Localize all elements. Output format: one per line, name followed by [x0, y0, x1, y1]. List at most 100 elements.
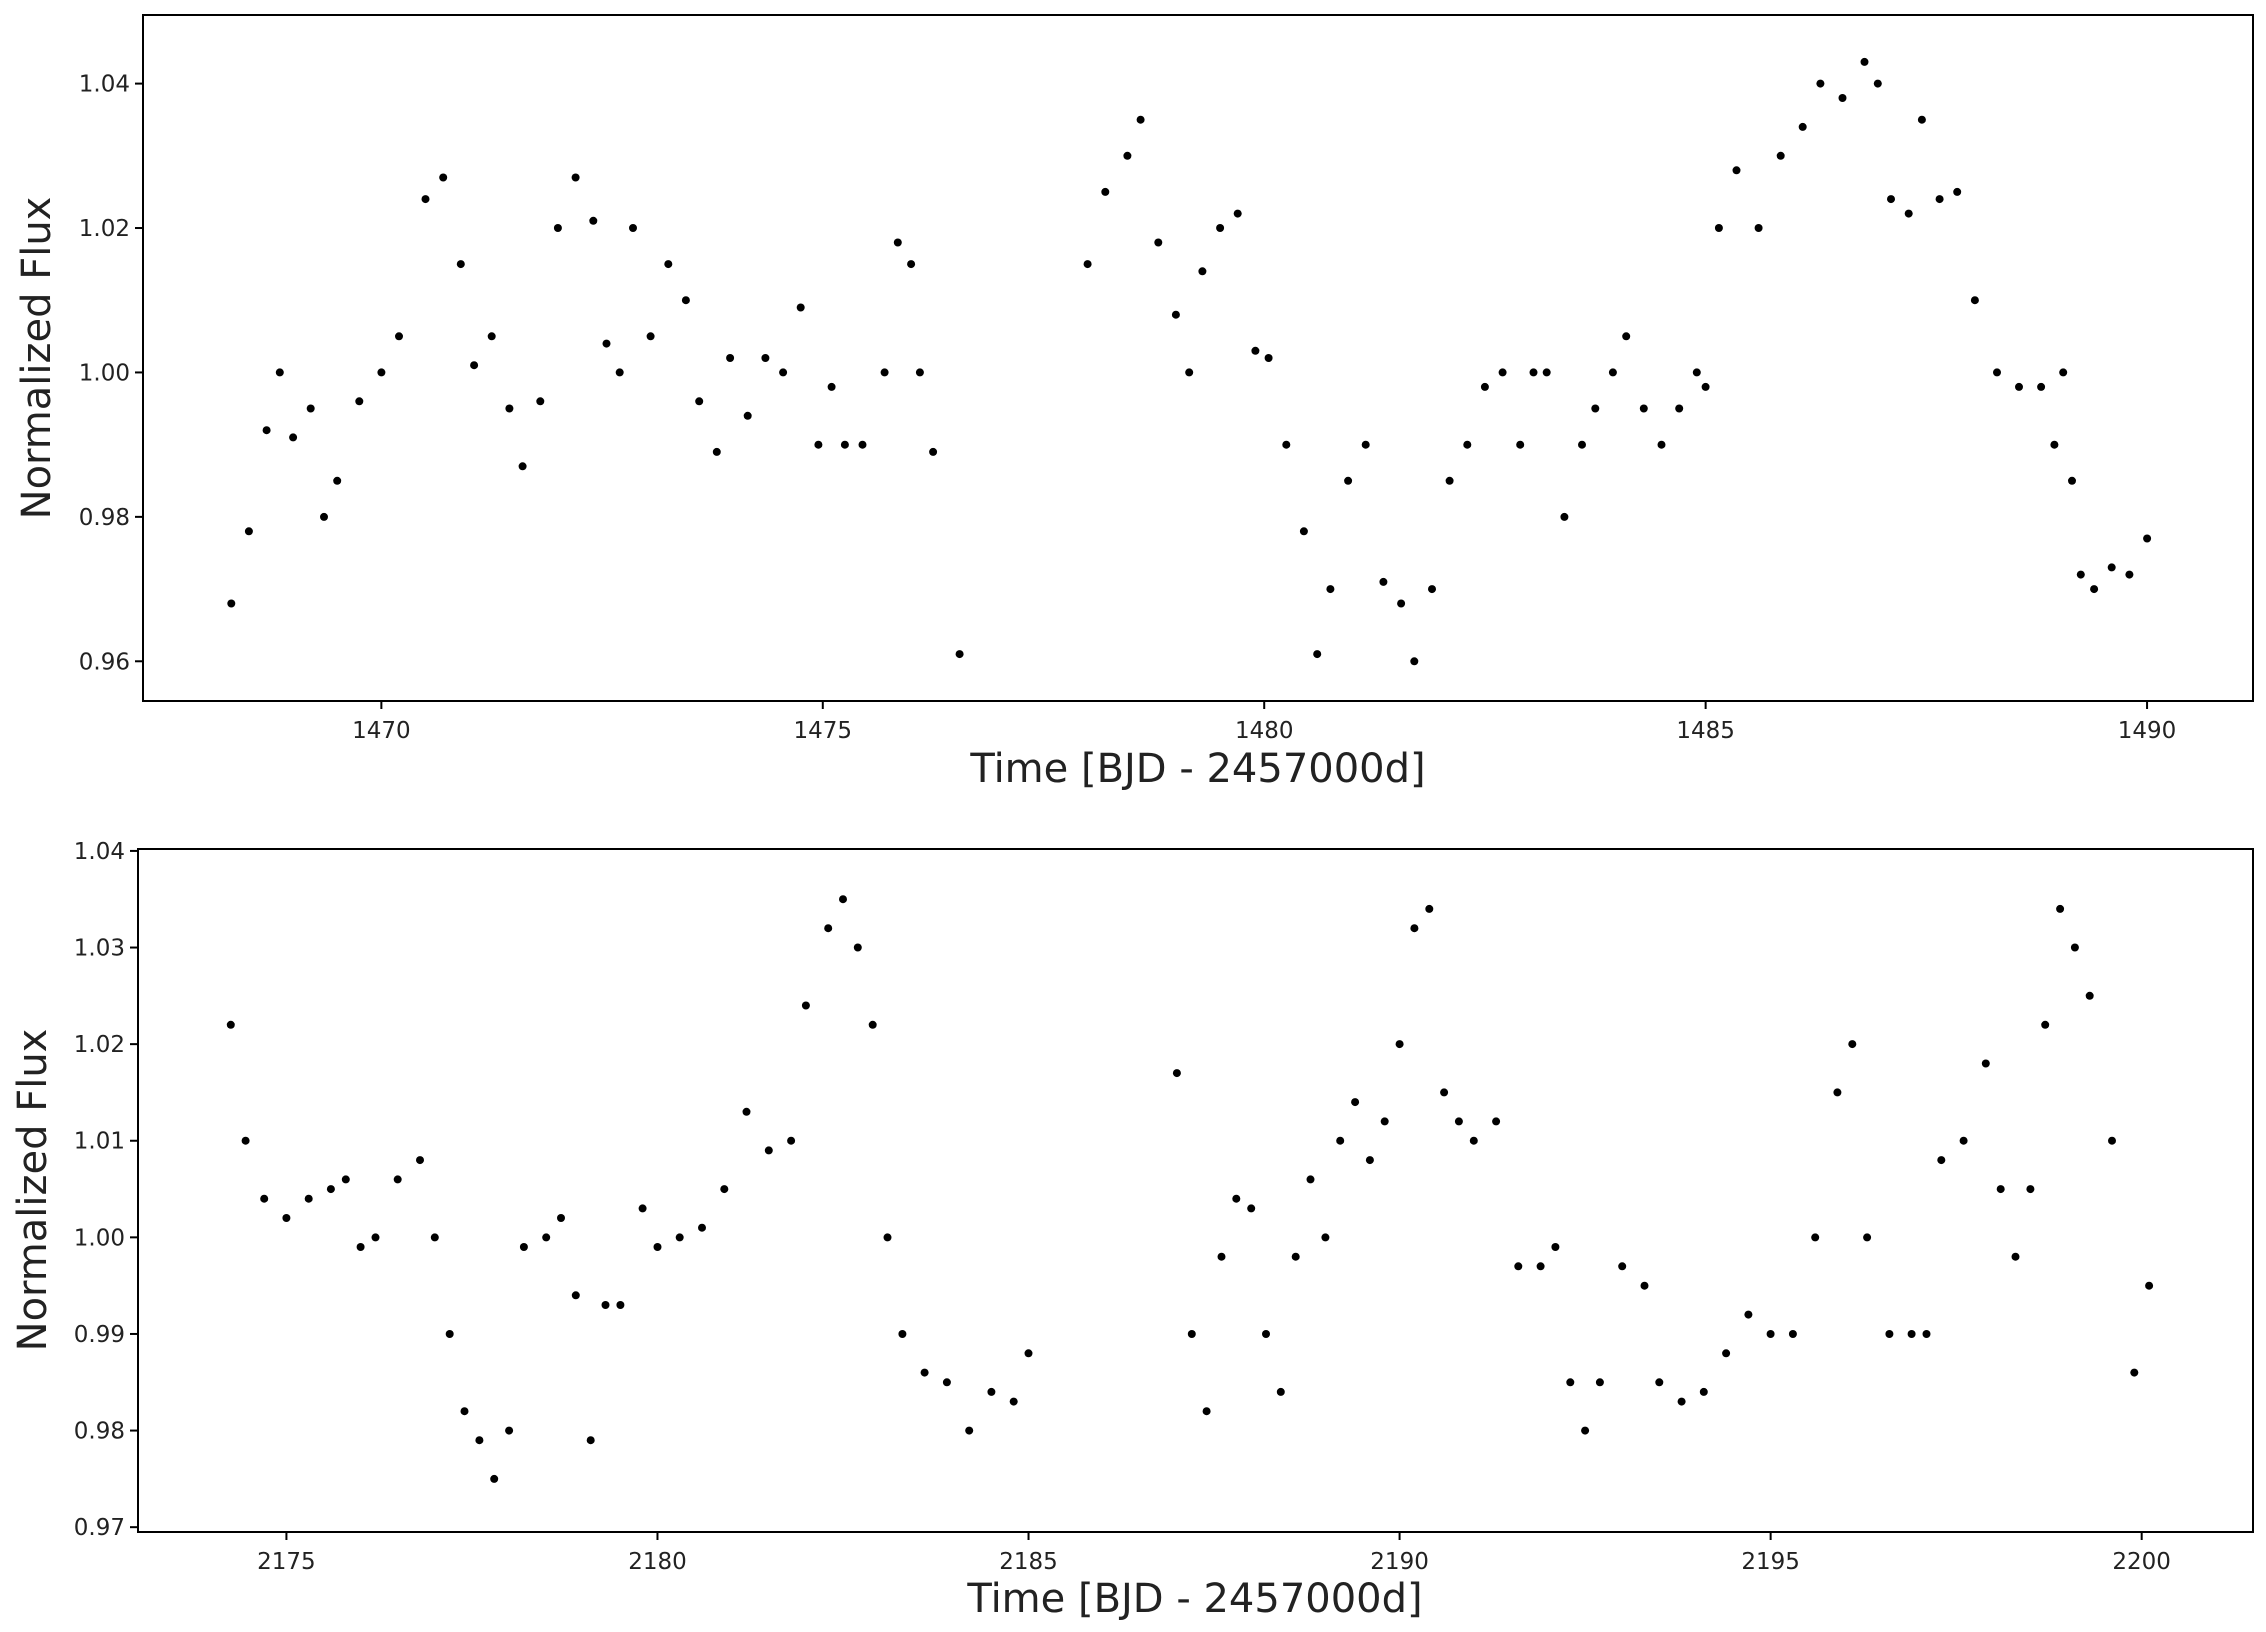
data-point: [1276, 1387, 1285, 1396]
data-point: [726, 354, 735, 362]
y-tick-label: 1.00: [74, 1225, 125, 1251]
data-point: [1009, 1397, 1018, 1406]
data-point: [1551, 1243, 1560, 1251]
data-point: [1595, 1378, 1604, 1387]
data-point: [571, 173, 580, 182]
plot-frame-bottom: [137, 848, 2254, 1533]
y-tick-label: 0.96: [79, 649, 130, 675]
data-point: [1887, 195, 1895, 204]
data-point: [1848, 1040, 1857, 1049]
data-point: [445, 1330, 454, 1338]
data-point: [787, 1136, 796, 1145]
data-point: [779, 368, 788, 377]
data-point: [557, 1214, 565, 1222]
data-point: [1816, 79, 1825, 88]
x-tick-label: 1490: [2118, 718, 2177, 744]
data-point: [1264, 354, 1273, 362]
data-point: [1873, 79, 1882, 88]
data-point: [1187, 1330, 1196, 1338]
data-point: [827, 382, 836, 391]
data-point: [743, 411, 752, 420]
data-point: [601, 1301, 610, 1309]
data-point: [1744, 1310, 1753, 1319]
data-point: [893, 238, 902, 247]
ticks-top: 1470 1475 1480 1485 1490 0.96 0.98 1.00 1.02 1.04: [79, 72, 2177, 744]
y-tick-label: 0.98: [79, 505, 130, 531]
data-point: [942, 1378, 951, 1387]
data-point: [1351, 1098, 1360, 1107]
data-point: [377, 368, 386, 377]
data-point: [920, 1368, 929, 1377]
data-point: [602, 339, 611, 348]
series-points-top: [227, 57, 2152, 666]
data-point: [505, 1426, 514, 1435]
data-point: [1454, 1117, 1463, 1126]
data-point: [653, 1243, 662, 1251]
data-point: [1907, 1330, 1916, 1338]
data-point: [1440, 1088, 1449, 1097]
data-point: [2011, 1252, 2020, 1261]
data-point: [883, 1233, 892, 1242]
data-point: [814, 440, 823, 449]
data-point: [1198, 267, 1207, 276]
data-point: [898, 1330, 907, 1338]
data-point: [2085, 991, 2094, 1000]
data-point: [1492, 1117, 1501, 1126]
data-point: [1542, 368, 1551, 377]
data-point: [1935, 195, 1944, 204]
data-point: [1516, 440, 1525, 449]
data-point: [553, 224, 562, 232]
x-tick-label: 2180: [628, 1549, 687, 1575]
data-point: [907, 260, 916, 269]
data-point: [1732, 166, 1741, 175]
data-point: [1262, 1330, 1270, 1338]
data-point: [1379, 577, 1388, 586]
series-points-bottom: [226, 895, 2154, 1483]
data-point: [1083, 260, 1092, 269]
data-point: [616, 1301, 625, 1309]
data-point: [2059, 368, 2068, 377]
data-point: [1904, 209, 1913, 218]
data-point: [1344, 476, 1353, 485]
data-point: [2037, 382, 2046, 391]
data-point: [987, 1387, 996, 1396]
data-point: [356, 1243, 365, 1251]
data-point: [244, 527, 253, 536]
data-point: [1701, 382, 1710, 391]
data-point: [1699, 1387, 1708, 1396]
data-point: [955, 650, 964, 659]
data-point: [536, 397, 545, 406]
x-tick-label: 2175: [257, 1549, 316, 1575]
data-point: [333, 476, 342, 485]
data-point: [1282, 440, 1291, 449]
data-point: [1917, 115, 1926, 124]
data-point: [1993, 368, 2001, 377]
data-point: [262, 426, 271, 435]
data-point: [1185, 368, 1194, 377]
data-point: [430, 1233, 439, 1242]
data-point: [796, 303, 805, 312]
data-point: [1953, 187, 1962, 196]
data-point: [742, 1107, 751, 1116]
data-point: [1692, 368, 1701, 377]
panel-top: 1470 1475 1480 1485 1490 0.96 0.98 1.00 1.02 1.04…: [14, 14, 2254, 792]
data-point: [304, 1194, 313, 1203]
data-point: [2090, 585, 2099, 594]
data-point: [589, 216, 598, 225]
data-point: [1410, 657, 1419, 666]
data-point: [2056, 904, 2065, 913]
data-point: [505, 404, 514, 413]
data-point: [1922, 1330, 1931, 1338]
data-point: [1996, 1185, 2005, 1194]
data-point: [840, 440, 849, 449]
x-tick-label: 1470: [352, 718, 411, 744]
data-point: [1217, 1252, 1226, 1261]
data-point: [720, 1185, 729, 1194]
data-point: [1480, 382, 1489, 391]
data-point: [1566, 1378, 1575, 1387]
data-point: [519, 1243, 528, 1251]
data-point: [2108, 1136, 2116, 1145]
y-tick-label: 0.99: [74, 1322, 125, 1348]
data-point: [853, 943, 862, 952]
data-point: [1024, 1349, 1033, 1358]
